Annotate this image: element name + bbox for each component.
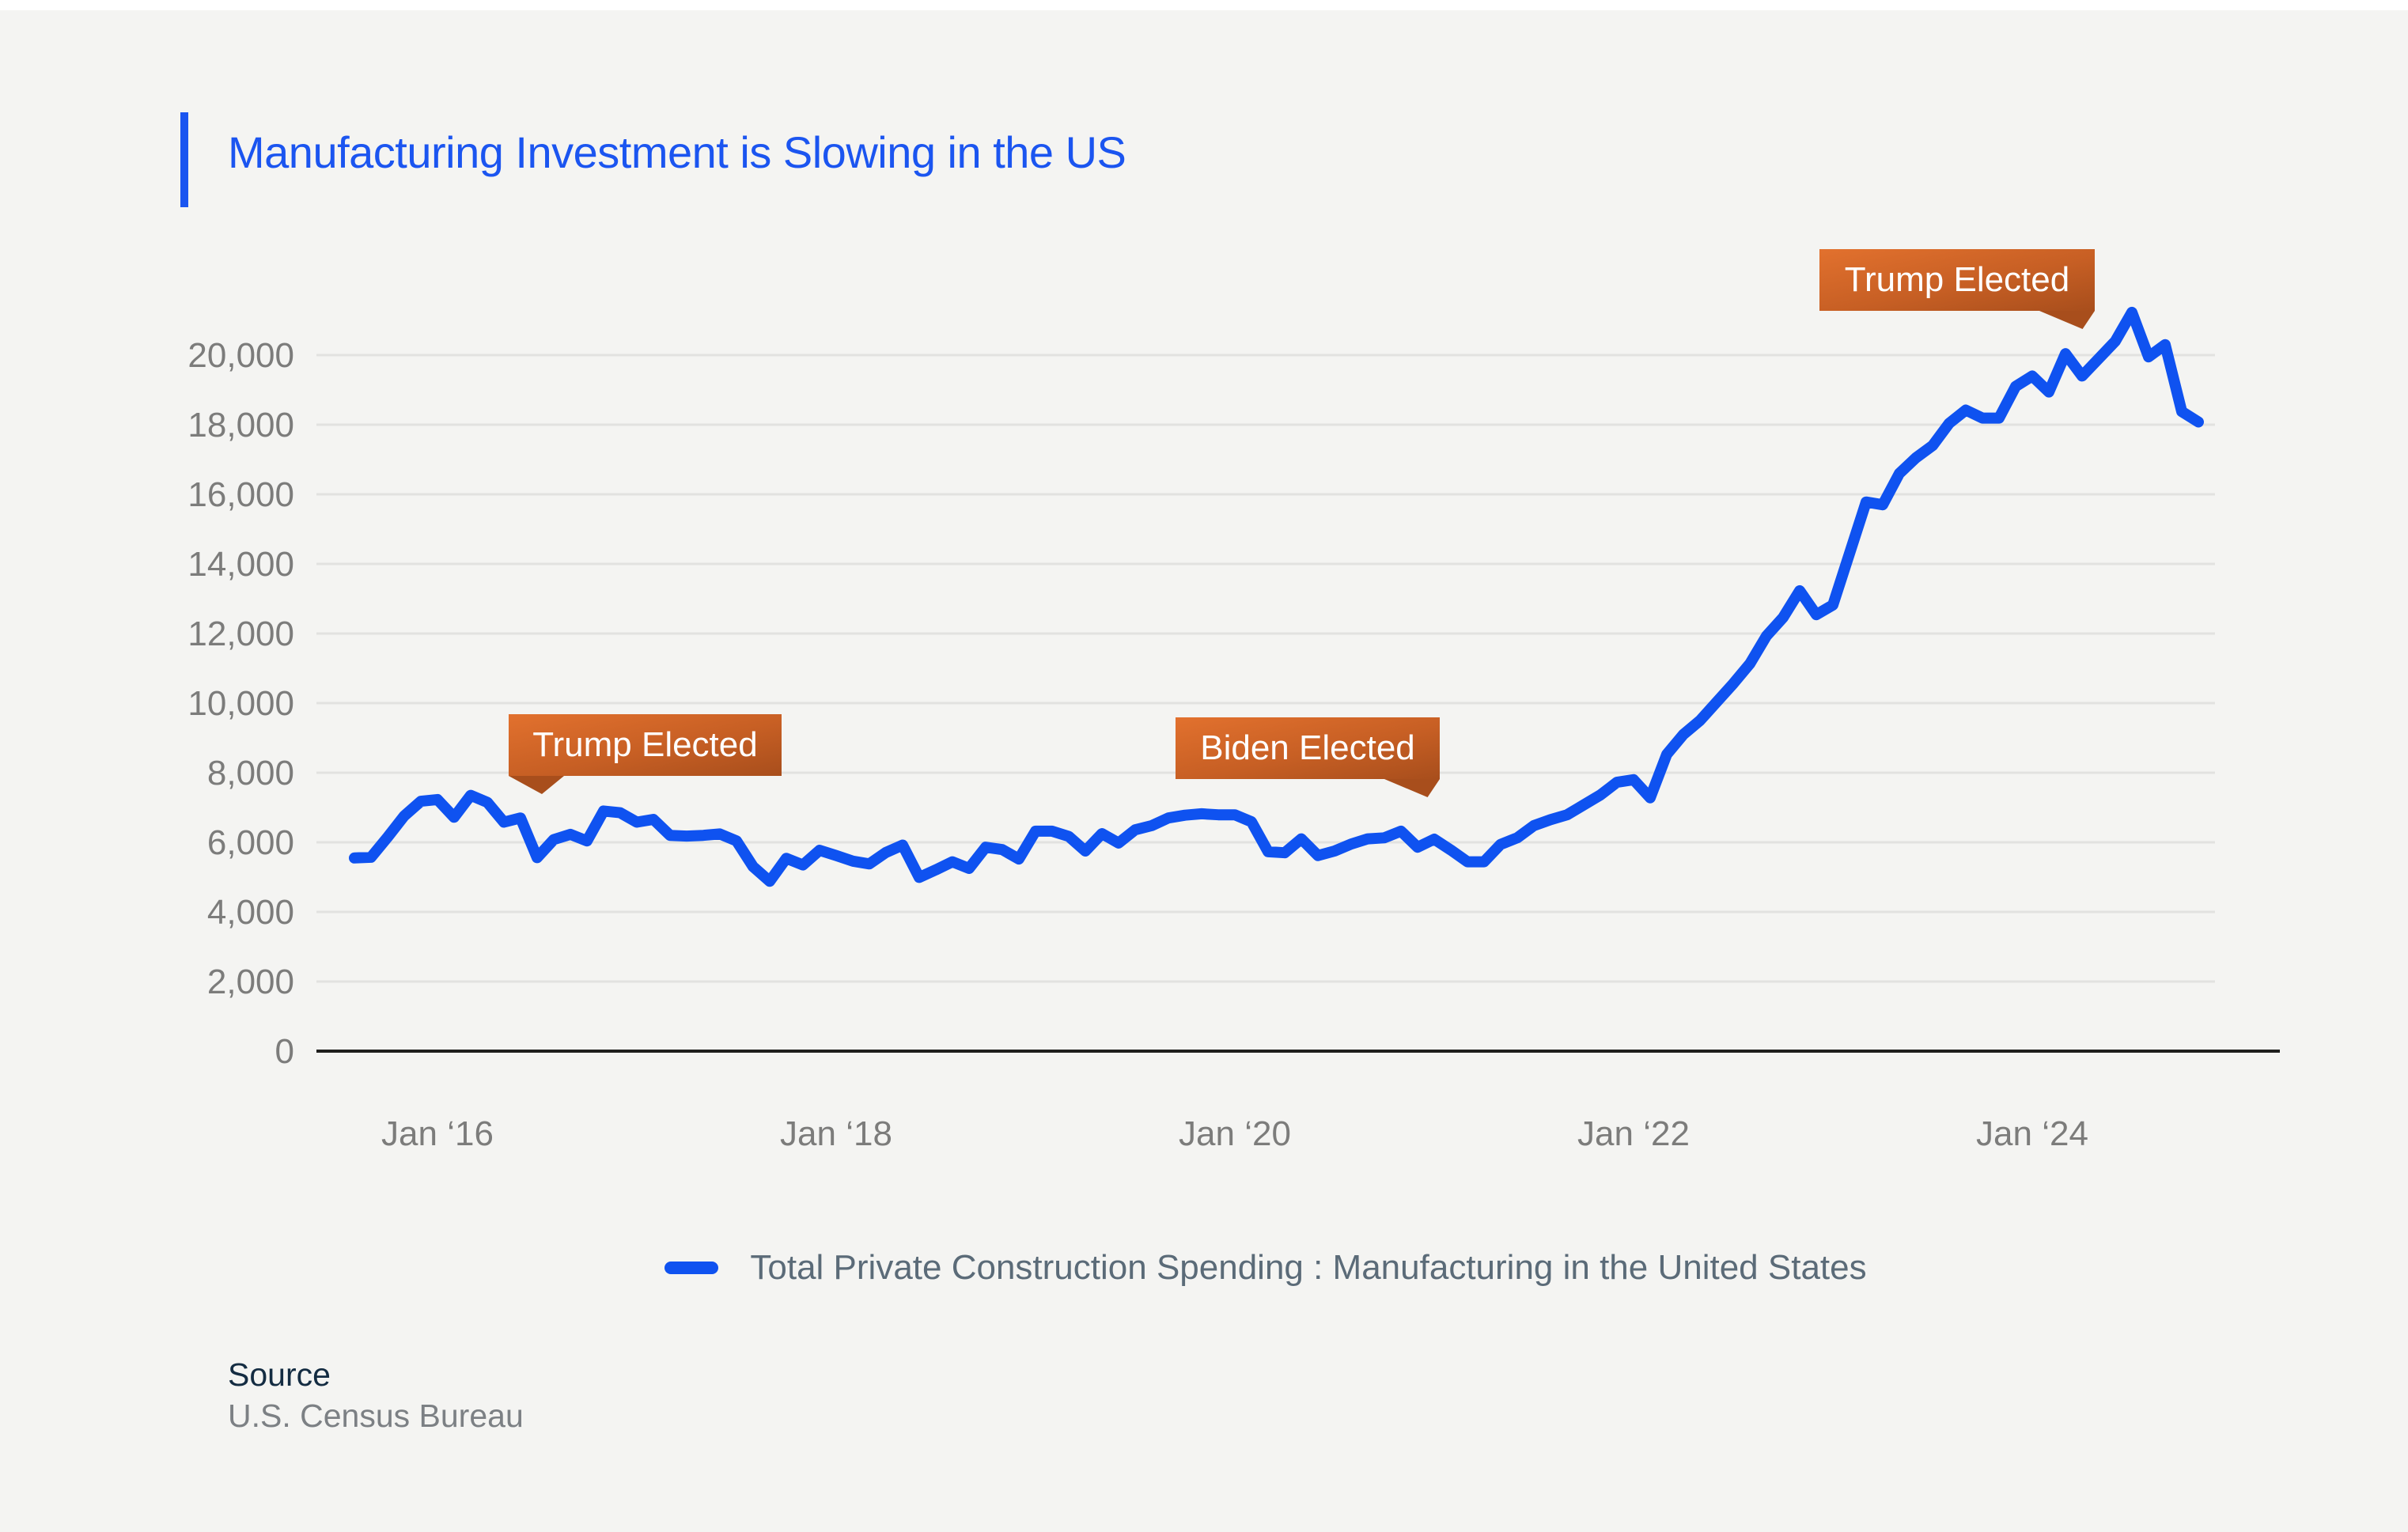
y-tick-label: 20,000	[187, 336, 294, 375]
annotation-trump-elected-2024: Trump Elected	[1819, 249, 2095, 329]
y-tick-label: 8,000	[207, 754, 294, 792]
source-value: U.S. Census Bureau	[228, 1398, 524, 1434]
y-tick-label: 6,000	[207, 823, 294, 862]
y-tick-label: 14,000	[187, 545, 294, 584]
y-tick-label: 0	[275, 1032, 294, 1071]
y-tick-label: 12,000	[187, 615, 294, 653]
legend: Total Private Construction Spending : Ma…	[316, 1248, 2215, 1288]
source-heading: Source	[228, 1356, 331, 1393]
data-line	[349, 306, 2204, 887]
source-block: Source U.S. Census Bureau	[228, 1354, 524, 1436]
x-tick-label: Jan ‘20	[1179, 1114, 1291, 1153]
annotation-biden-elected-2020: Biden Elected	[1176, 717, 1440, 797]
y-tick-label: 10,000	[187, 684, 294, 723]
y-tick-label: 18,000	[187, 406, 294, 444]
x-tick-label: Jan ‘24	[1976, 1114, 2088, 1153]
legend-label: Total Private Construction Spending : Ma…	[750, 1248, 1867, 1287]
annotation-label: Trump Elected	[532, 725, 758, 764]
title-accent-bar	[180, 112, 188, 207]
y-tick-label: 16,000	[187, 475, 294, 514]
legend-line-swatch	[664, 1262, 719, 1274]
annotation-label: Biden Elected	[1200, 728, 1415, 767]
annotation-label: Trump Elected	[1844, 260, 2070, 299]
top-strip	[0, 0, 2408, 10]
y-tick-label: 4,000	[207, 893, 294, 932]
x-tick-label: Jan ‘18	[780, 1114, 892, 1153]
annotation-trump-elected-2016: Trump Elected	[509, 714, 782, 794]
x-tick-label: Jan ‘16	[381, 1114, 494, 1153]
page-title: Manufacturing Investment is Slowing in t…	[228, 127, 1126, 177]
x-tick-label: Jan ‘22	[1577, 1114, 1690, 1153]
y-tick-label: 2,000	[207, 963, 294, 1001]
